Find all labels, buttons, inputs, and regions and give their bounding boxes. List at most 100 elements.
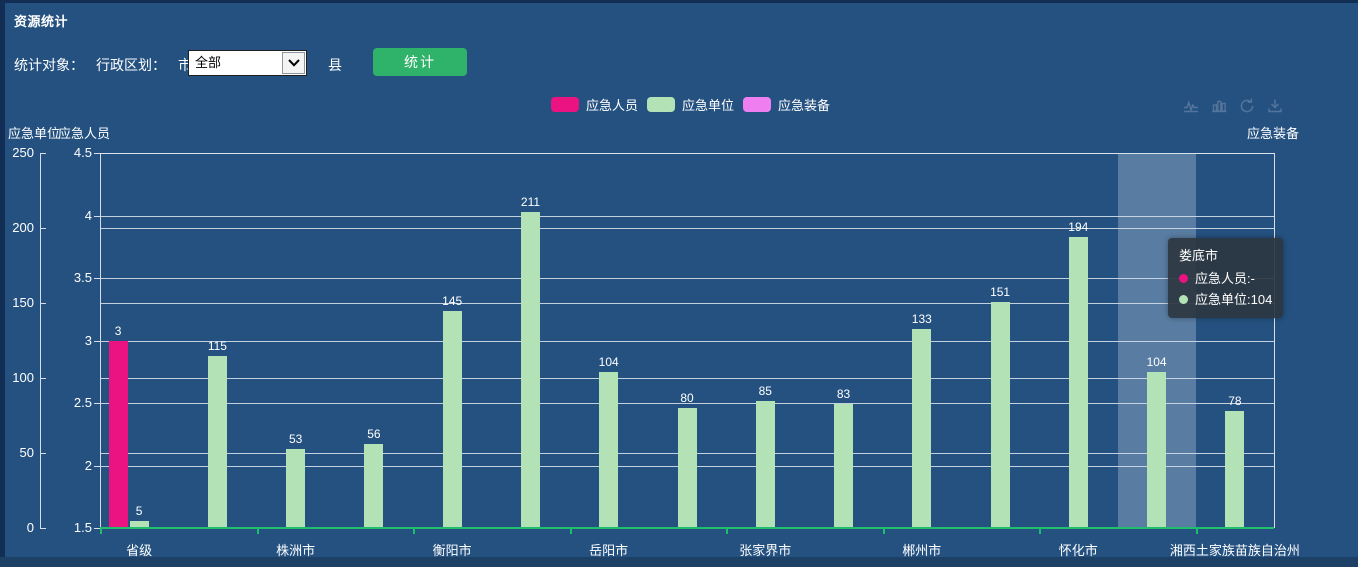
y-axis-tick: [94, 278, 100, 279]
y-axis-tick: [94, 403, 100, 404]
panel-left-border: [0, 0, 5, 567]
x-axis-tick: [256, 528, 259, 534]
bar-value-label: 83: [836, 386, 851, 401]
y-axis-tick: [94, 215, 100, 217]
restore-icon[interactable]: [1237, 96, 1257, 116]
bar-unit[interactable]: [912, 328, 932, 528]
x-axis-label: 湘西土家族苗族自治州: [1169, 543, 1300, 558]
bar-value-label: 151: [990, 284, 1011, 299]
tooltip-value-personnel: -: [1250, 271, 1255, 286]
line-chart-icon[interactable]: [1181, 96, 1201, 116]
bar-unit[interactable]: [1147, 372, 1167, 528]
legend-label-personnel: 应急人员: [586, 98, 639, 113]
y-axis-tick: [40, 528, 46, 529]
tooltip-separator: :: [1247, 292, 1251, 307]
x-axis-tick: [100, 528, 102, 534]
bar-value-label: 53: [289, 431, 303, 446]
x-axis-label: 怀化市: [1058, 543, 1098, 558]
gridline: [100, 303, 1274, 304]
bar-unit[interactable]: [207, 355, 227, 528]
x-axis-label: 岳阳市: [589, 543, 629, 558]
y-axis-tick: [40, 378, 46, 379]
y-axis-tick-label: 0: [26, 520, 34, 535]
stat-object-label: 统计对象：: [14, 57, 84, 73]
tooltip-row-personnel: 应急人员: -: [1179, 268, 1272, 289]
legend-item-unit[interactable]: 应急单位: [647, 95, 734, 114]
y-axis-line-equipment: [1274, 153, 1275, 528]
legend-swatch-equipment: [743, 97, 772, 112]
gridline: [100, 340, 1274, 342]
bar-unit[interactable]: [286, 448, 306, 528]
bar-unit[interactable]: [755, 400, 775, 528]
y-axis-tick: [40, 153, 46, 154]
tooltip-row-unit: 应急单位: 104: [1179, 289, 1272, 310]
bar-value-label: 211: [520, 194, 541, 209]
x-axis-label: 郴州市: [902, 543, 942, 558]
right-axis-name-equipment: 应急装备: [1247, 126, 1300, 141]
y-axis-tick-label: 100: [12, 370, 34, 385]
gridline: [100, 378, 1274, 379]
x-axis-tick: [569, 528, 572, 534]
legend-item-personnel[interactable]: 应急人员: [551, 95, 638, 114]
bar-unit[interactable]: [834, 403, 853, 528]
left-axis-name-unit: 应急单位: [8, 126, 61, 141]
x-axis-label: 张家界市: [739, 543, 792, 558]
bar-value-label: 80: [680, 391, 694, 405]
y-axis-tick-label: 150: [12, 295, 34, 310]
y-axis-line-unit: [40, 153, 41, 528]
legend-item-equipment[interactable]: 应急装备: [743, 95, 830, 114]
bar-unit[interactable]: [677, 408, 697, 528]
legend-swatch-personnel: [551, 97, 579, 112]
city-select[interactable]: 全部: [188, 50, 307, 76]
y-axis-tick-label: 50: [19, 445, 34, 460]
y-axis-tick-label: 3.5: [73, 270, 92, 285]
chart-toolbox: [1181, 96, 1285, 116]
bar-unit[interactable]: [1225, 411, 1245, 528]
x-axis-tick: [726, 528, 729, 534]
x-axis-tick: [1039, 528, 1042, 534]
y-axis-tick-label: 4: [84, 207, 92, 223]
y-axis-tick-label: 2.5: [73, 395, 92, 410]
tooltip-label-unit: 应急单位: [1195, 292, 1248, 307]
y-axis-tick: [94, 528, 100, 529]
bar-unit[interactable]: [442, 310, 462, 528]
bar-unit[interactable]: [990, 301, 1010, 528]
x-axis-tick: [882, 528, 885, 534]
legend-swatch-unit: [647, 97, 676, 112]
bar-unit[interactable]: [129, 520, 149, 528]
chevron-down-icon: [282, 52, 305, 74]
bar-personnel[interactable]: [108, 340, 128, 528]
bar-value-label: 115: [207, 338, 227, 353]
statistics-button[interactable]: 统计: [373, 48, 467, 76]
city-select-value: 全部: [195, 55, 222, 70]
y-axis-tick: [40, 303, 46, 304]
bar-value-label: 78: [1228, 394, 1242, 408]
gridline: [100, 403, 1274, 404]
panel-top-border: [0, 0, 1358, 3]
x-axis-label: 省级: [126, 543, 153, 558]
bar-value-label: 56: [367, 427, 381, 441]
tooltip-dot-unit: [1179, 295, 1188, 304]
admin-division-label: 行政区划：: [96, 57, 166, 73]
bar-value-label: 194: [1068, 220, 1089, 234]
y-axis-tick-label: 4.5: [73, 145, 92, 160]
bar-unit[interactable]: [521, 211, 540, 528]
bar-unit[interactable]: [1068, 237, 1088, 528]
download-icon[interactable]: [1265, 96, 1285, 116]
bar-value-label: 104: [1146, 355, 1167, 369]
gridline: [100, 153, 1274, 154]
bar-value-label: 133: [911, 311, 932, 326]
tooltip-title: 娄底市: [1179, 248, 1219, 263]
x-axis-line: [100, 527, 1274, 529]
x-axis-tick: [413, 528, 416, 534]
chart-legend: 应急人员 应急单位 应急装备: [551, 95, 830, 114]
bar-value-label: 85: [758, 383, 772, 398]
bar-unit[interactable]: [599, 372, 619, 528]
x-axis-tick: [1195, 528, 1198, 534]
bar-value-label: 5: [135, 503, 143, 518]
bar-unit[interactable]: [364, 444, 384, 528]
y-axis-tick: [94, 340, 100, 342]
bar-chart-icon[interactable]: [1209, 96, 1229, 116]
bar-value-label: 3: [114, 323, 122, 338]
